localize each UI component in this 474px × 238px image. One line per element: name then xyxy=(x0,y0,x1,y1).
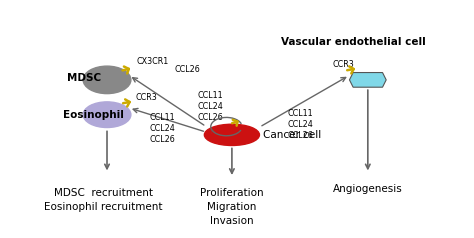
Text: Cancer cell: Cancer cell xyxy=(263,130,321,140)
Text: Proliferation
Migration
Invasion: Proliferation Migration Invasion xyxy=(200,188,264,226)
Text: CCL26: CCL26 xyxy=(175,65,201,74)
Ellipse shape xyxy=(83,102,131,128)
Text: CX3CR1: CX3CR1 xyxy=(137,57,169,66)
Text: CCL11
CCL24
CCL26: CCL11 CCL24 CCL26 xyxy=(287,109,313,140)
Text: Angiogenesis: Angiogenesis xyxy=(333,184,403,194)
Ellipse shape xyxy=(83,66,131,94)
Text: CCL11
CCL24
CCL26: CCL11 CCL24 CCL26 xyxy=(149,113,175,144)
Text: Eosinophil: Eosinophil xyxy=(63,110,124,120)
Text: MDSC: MDSC xyxy=(66,73,100,83)
Ellipse shape xyxy=(204,124,259,145)
Polygon shape xyxy=(349,73,386,87)
Text: Vascular endothelial cell: Vascular endothelial cell xyxy=(281,37,426,47)
Text: MDSC  recruitment
Eosinophil recruitment: MDSC recruitment Eosinophil recruitment xyxy=(44,188,163,212)
Text: CCL11
CCL24
CCL26: CCL11 CCL24 CCL26 xyxy=(197,91,223,122)
Text: CCR3: CCR3 xyxy=(333,60,355,69)
Text: CCR3: CCR3 xyxy=(135,93,157,102)
